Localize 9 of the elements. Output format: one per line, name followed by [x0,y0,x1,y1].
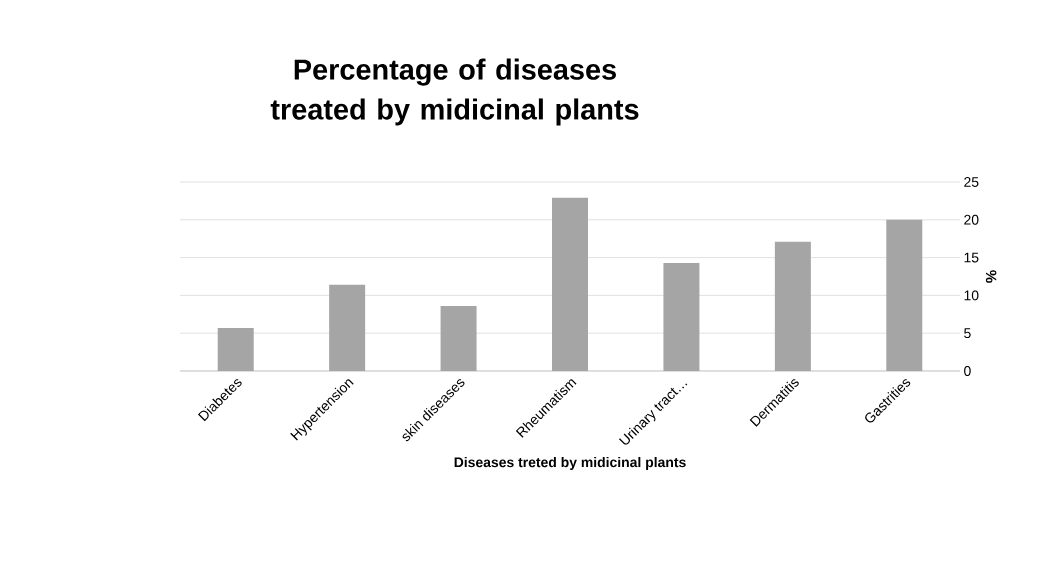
chart-title: Percentage of diseases treated by midicinal plants [270,58,639,126]
y-tick-label: 10 [964,290,979,301]
y-axis-title: % [985,270,997,283]
x-axis-title: Diseases treted by midicinal plants [454,456,686,470]
y-tick-label: 0 [964,366,971,376]
y-tick-label: 20 [964,214,979,225]
y-tick-label: 5 [964,328,971,339]
y-tick-label: 25 [964,177,979,187]
y-tick-label: 15 [964,252,979,263]
